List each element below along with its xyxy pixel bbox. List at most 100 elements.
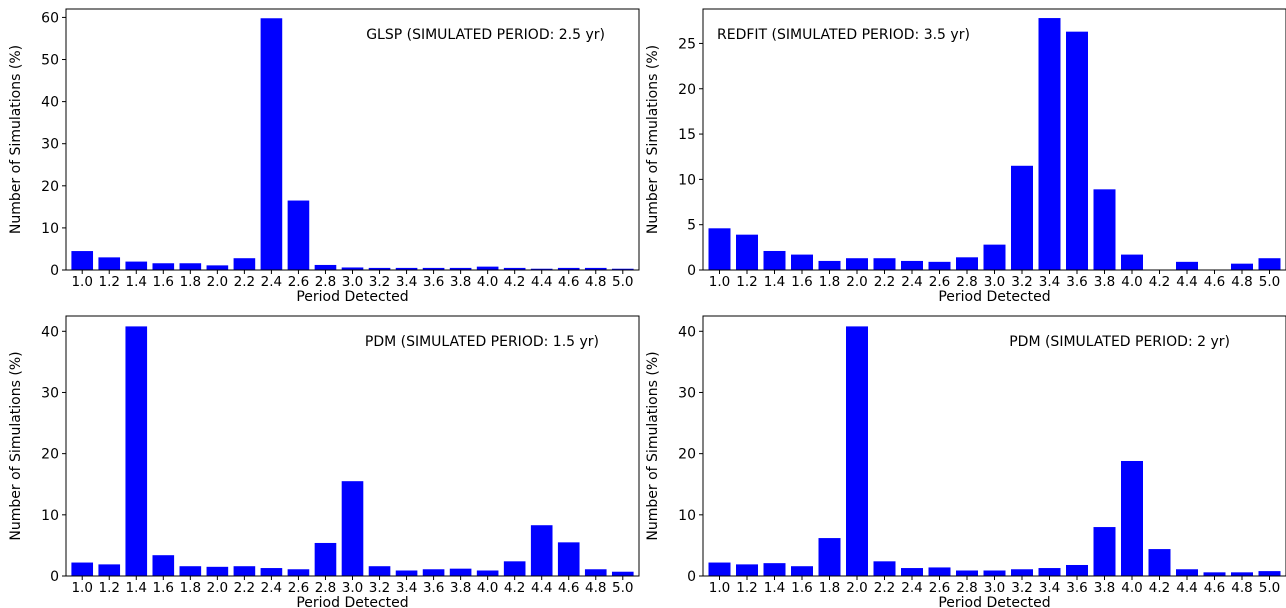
bar-2.0: [206, 265, 229, 270]
y-tick-label: 30: [678, 385, 696, 401]
bar-4.8: [1231, 263, 1253, 270]
bar-4.4: [1176, 261, 1198, 270]
x-tick-label: 2.8: [315, 274, 336, 290]
x-tick-label: 2.0: [846, 580, 867, 596]
x-tick-label: 2.0: [207, 274, 228, 290]
bar-2.8: [314, 542, 337, 576]
x-tick-label: 1.4: [126, 580, 147, 596]
x-tick-label: 2.2: [874, 274, 895, 290]
x-axis-label: Period Detected: [938, 289, 1050, 305]
bar-1.2: [98, 564, 121, 576]
x-tick-label: 1.6: [153, 580, 174, 596]
x-tick-label: 1.8: [819, 580, 840, 596]
x-tick-label: 2.8: [956, 580, 977, 596]
x-axis-label: Period Detected: [938, 595, 1050, 608]
x-tick-label: 4.8: [1231, 580, 1252, 596]
y-axis-label: Number of Simulations (%): [645, 351, 661, 540]
bar-4.2: [503, 267, 526, 270]
x-tick-label: 3.2: [1011, 274, 1032, 290]
bar-2.4: [901, 260, 923, 270]
bar-2.4: [901, 568, 923, 576]
y-axis-label: Number of Simulations (%): [645, 45, 661, 234]
x-tick-label: 2.8: [315, 580, 336, 596]
x-tick-label: 4.0: [477, 580, 498, 596]
x-tick-label: 4.6: [1204, 274, 1225, 290]
x-tick-label: 4.0: [477, 274, 498, 290]
y-tick-label: 20: [41, 179, 59, 195]
x-tick-label: 2.4: [261, 274, 282, 290]
bar-3.6: [422, 267, 445, 270]
bar-2.4: [260, 18, 283, 271]
x-tick-label: 1.6: [791, 274, 812, 290]
bar-1.8: [818, 260, 841, 270]
bar-3.6: [1066, 564, 1088, 576]
x-tick-label: 3.0: [342, 580, 363, 596]
bar-1.8: [179, 263, 202, 270]
y-tick-label: 40: [41, 324, 59, 340]
x-tick-label: 4.8: [585, 580, 606, 596]
panel-annotation: PDM (SIMULATED PERIOD: 1.5 yr): [365, 334, 599, 350]
x-tick-label: 3.2: [369, 580, 390, 596]
bar-2.6: [928, 261, 951, 270]
bar-1.0: [708, 228, 731, 270]
y-tick-label: 15: [678, 127, 696, 143]
x-tick-label: 2.6: [288, 274, 309, 290]
bar-4.8: [1231, 572, 1253, 576]
x-tick-label: 3.4: [1039, 580, 1060, 596]
bar-3.0: [983, 244, 1006, 271]
y-tick-label: 0: [687, 263, 696, 279]
x-tick-label: 4.4: [1176, 580, 1197, 596]
bar-1.2: [736, 234, 758, 270]
y-tick-label: 0: [50, 569, 59, 585]
panel-annotation: REDFIT (SIMULATED PERIOD: 3.5 yr): [717, 27, 970, 43]
y-tick-label: 20: [678, 447, 696, 463]
bar-4.8: [584, 267, 607, 270]
y-tick-label: 0: [687, 569, 696, 585]
bar-1.4: [763, 250, 786, 270]
x-tick-label: 1.4: [764, 274, 785, 290]
bar-2.4: [260, 568, 283, 576]
x-tick-label: 2.2: [874, 580, 895, 596]
x-tick-label: 2.0: [207, 580, 228, 596]
x-tick-label: 4.8: [585, 274, 606, 290]
bar-2.2: [233, 258, 256, 270]
bar-3.2: [368, 267, 391, 270]
x-tick-label: 4.8: [1231, 274, 1252, 290]
bar-3.4: [1038, 568, 1061, 576]
chart-panel-1: 0 10 20 30 40 50 60 1.0 1.2 1.4 1.6 1.8 2.0 2.2 2.4 2.6…: [8, 8, 640, 305]
bar-1.0: [708, 562, 731, 576]
bar-3.8: [1093, 527, 1116, 576]
x-tick-label: 1.8: [180, 580, 201, 596]
x-tick-label: 4.2: [1149, 580, 1170, 596]
y-axis-label: Number of Simulations (%): [8, 45, 24, 234]
x-tick-label: 4.0: [1121, 274, 1142, 290]
bar-3.0: [341, 481, 364, 576]
x-tick-label: 3.6: [423, 274, 444, 290]
y-tick-label: 10: [678, 508, 696, 524]
x-tick-label: 2.0: [846, 274, 867, 290]
bar-3.2: [1011, 165, 1033, 270]
x-axis-label: Period Detected: [296, 289, 408, 305]
x-tick-label: 2.8: [956, 274, 977, 290]
bar-2.2: [873, 258, 896, 270]
bar-2.8: [956, 570, 978, 576]
bar-2.2: [233, 566, 256, 576]
x-tick-label: 4.4: [531, 274, 552, 290]
y-tick-label: 40: [678, 324, 696, 340]
x-tick-label: 3.0: [984, 274, 1005, 290]
bar-2.2: [873, 561, 896, 576]
x-tick-label: 1.2: [736, 580, 757, 596]
y-tick-label: 50: [41, 53, 59, 69]
x-tick-label: 2.4: [901, 274, 922, 290]
bar-4.2: [1148, 549, 1171, 576]
bar-2.8: [956, 257, 978, 270]
bar-4.4: [530, 268, 553, 270]
x-tick-label: 1.0: [71, 580, 92, 596]
bar-4.2: [503, 561, 526, 576]
x-tick-label: 4.2: [504, 580, 525, 596]
panel-annotation: PDM (SIMULATED PERIOD: 2 yr): [1009, 334, 1230, 350]
bar-3.8: [1093, 189, 1116, 270]
bar-1.4: [125, 261, 148, 270]
bar-3.0: [341, 267, 364, 270]
